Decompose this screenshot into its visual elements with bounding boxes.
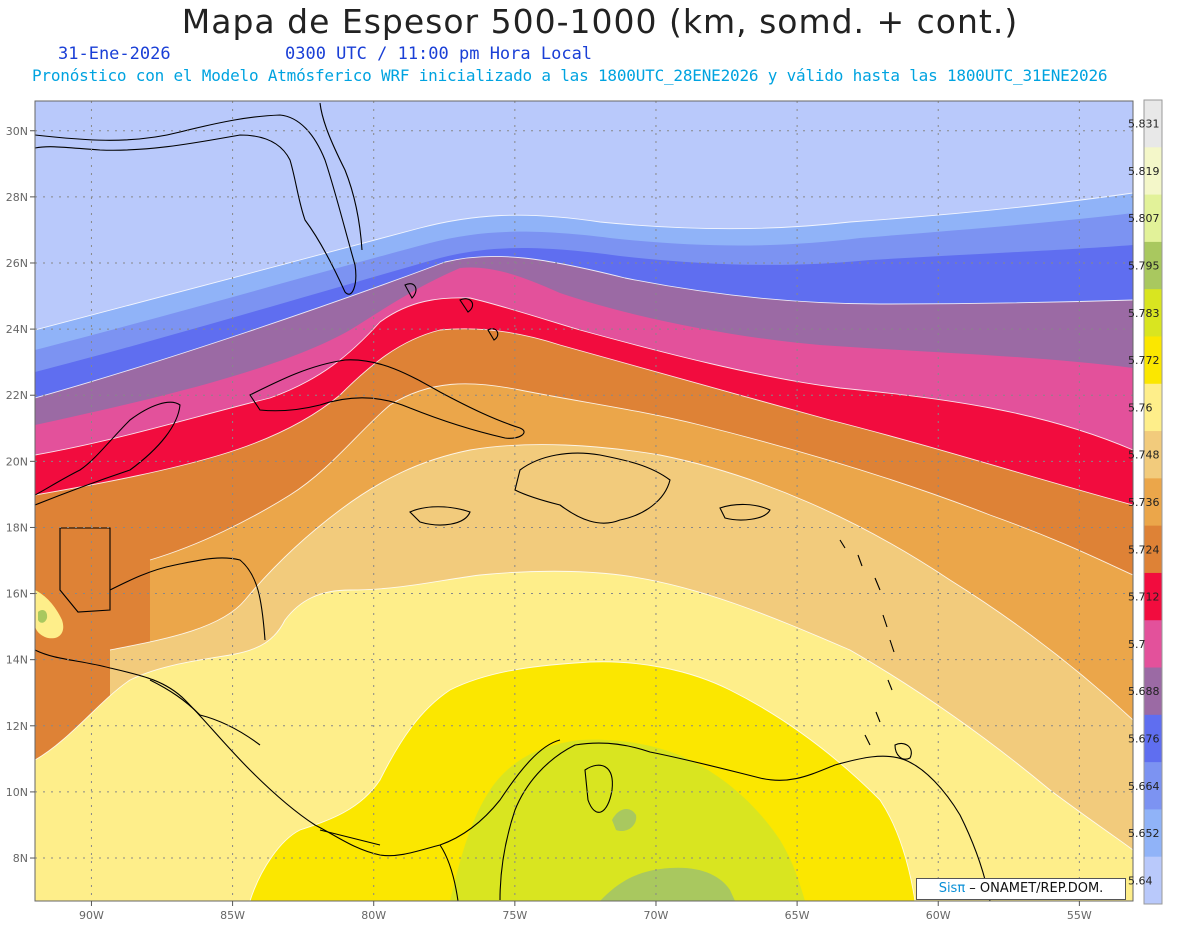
band-west-core xyxy=(38,610,48,623)
colorbar-swatch xyxy=(1144,856,1162,905)
lon-label: 80W xyxy=(361,909,386,922)
colorbar-swatch xyxy=(1144,194,1162,243)
latitude-labels: 30N 28N 26N 24N 22N 20N 18N 16N 14N 12N 10N 8N xyxy=(6,125,35,865)
colorbar-label: 5.676 xyxy=(1128,732,1160,745)
colorbar: 5.831 5.819 5.807 5.795 5.783 5.772 5.76 5.748 5… xyxy=(1128,99,1163,905)
lon-label: 55W xyxy=(1067,909,1092,922)
filled-contours xyxy=(35,101,1133,901)
colorbar-swatch xyxy=(1144,667,1162,716)
lat-label: 18N xyxy=(6,521,28,534)
band-west-patch xyxy=(35,590,64,639)
credit-brand: Sisπ xyxy=(938,881,966,896)
colorbar-swatch xyxy=(1144,100,1162,148)
longitude-labels: 90W 85W 80W 75W 70W 65W 60W 55W xyxy=(79,901,1092,922)
colorbar-label: 5.688 xyxy=(1128,685,1160,698)
map-frame xyxy=(34,100,1134,902)
colorbar-label: 5.783 xyxy=(1128,307,1160,320)
colorbar-swatch xyxy=(1144,572,1162,621)
lon-label: 75W xyxy=(502,909,527,922)
lat-label: 12N xyxy=(6,720,28,733)
colorbar-label: 5.736 xyxy=(1128,496,1160,509)
colorbar-label: 5.772 xyxy=(1128,354,1160,367)
colorbar-swatch xyxy=(1144,383,1162,432)
colorbar-swatch xyxy=(1144,478,1162,527)
colorbar-swatch xyxy=(1144,762,1162,810)
graticule xyxy=(35,101,1133,901)
lon-label: 65W xyxy=(785,909,810,922)
colorbar-label: 5.831 xyxy=(1128,118,1160,131)
band-5795 xyxy=(600,867,735,901)
lat-label: 16N xyxy=(6,588,28,601)
lat-label: 24N xyxy=(6,323,28,336)
colorbar-swatch xyxy=(1144,714,1162,763)
coastlines xyxy=(35,102,991,901)
colorbar-label: 5.652 xyxy=(1128,827,1160,840)
lat-label: 20N xyxy=(6,455,28,468)
colorbar-label: 5.76 xyxy=(1128,401,1153,414)
forecast-date: 31-Ene-2026 xyxy=(58,44,171,64)
colorbar-label: 5.795 xyxy=(1128,260,1160,273)
lon-label: 70W xyxy=(644,909,669,922)
colorbar-swatch xyxy=(1144,525,1162,574)
lat-label: 10N xyxy=(6,786,28,799)
colorbar-swatch xyxy=(1144,147,1162,196)
lat-label: 22N xyxy=(6,389,28,402)
lon-label: 85W xyxy=(220,909,245,922)
colorbar-label: 5.724 xyxy=(1128,543,1160,556)
colorbar-swatch xyxy=(1144,620,1162,669)
colorbar-swatch xyxy=(1144,336,1162,385)
colorbar-swatch xyxy=(1144,809,1162,858)
colorbar-swatch xyxy=(1144,289,1162,337)
colorbar-swatch xyxy=(1144,431,1162,479)
lon-label: 60W xyxy=(926,909,951,922)
credit-badge: Sisπ – ONAMET/REP.DOM. xyxy=(916,878,1126,900)
colorbar-label: 5.664 xyxy=(1128,780,1160,793)
forecast-description: Pronóstico con el Modelo Atmósferico WRF… xyxy=(32,66,1108,85)
colorbar-label: 5.819 xyxy=(1128,165,1160,178)
colorbar-label: 5.748 xyxy=(1128,449,1160,462)
forecast-time: 0300 UTC / 11:00 pm Hora Local xyxy=(285,44,593,64)
lat-label: 30N xyxy=(6,125,28,138)
contour-lines xyxy=(35,192,1133,901)
credit-text: – ONAMET/REP.DOM. xyxy=(965,881,1104,896)
colorbar-label: 5.64 xyxy=(1128,874,1153,887)
colorbar-swatch xyxy=(1144,241,1162,290)
colorbar-label: 5.712 xyxy=(1128,591,1160,604)
lat-label: 14N xyxy=(6,654,28,667)
lat-label: 28N xyxy=(6,191,28,204)
lon-label: 90W xyxy=(79,909,104,922)
colorbar-label: 5.7 xyxy=(1128,638,1146,651)
lat-label: 26N xyxy=(6,257,28,270)
map-title: Mapa de Espesor 500-1000 (km, somd. + co… xyxy=(181,2,1019,41)
band-5795b xyxy=(612,808,637,832)
lat-label: 8N xyxy=(13,852,28,865)
colorbar-frame xyxy=(1143,99,1163,905)
colorbar-label: 5.807 xyxy=(1128,212,1160,225)
